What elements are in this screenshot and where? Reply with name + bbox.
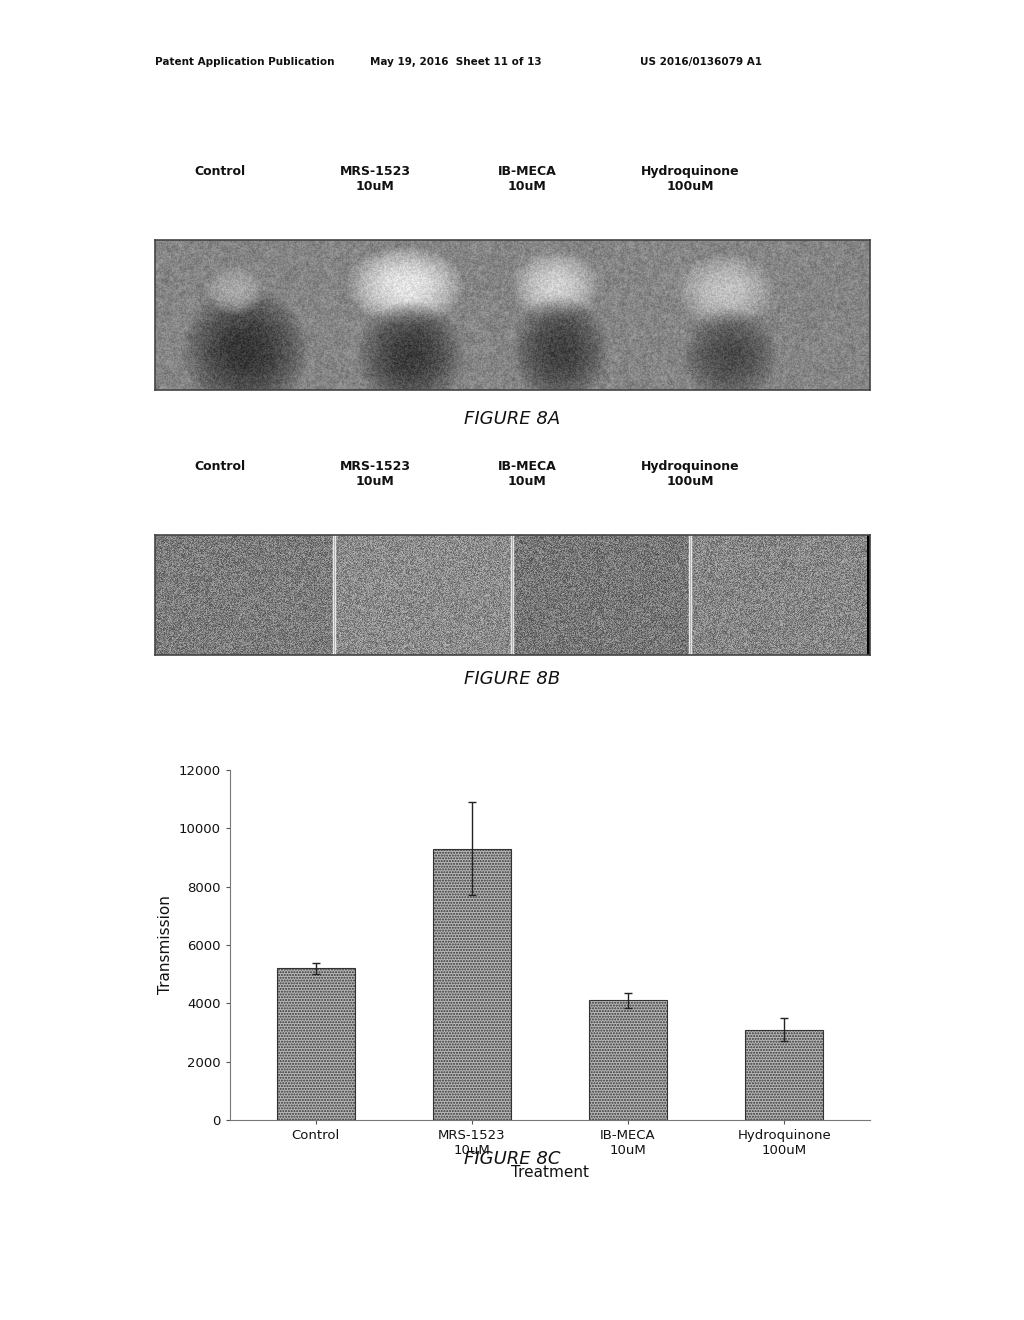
Text: MRS-1523
10uM: MRS-1523 10uM bbox=[340, 165, 411, 193]
Text: Hydroquinone
100uM: Hydroquinone 100uM bbox=[641, 459, 739, 488]
Text: US 2016/0136079 A1: US 2016/0136079 A1 bbox=[640, 57, 762, 67]
Text: FIGURE 8C: FIGURE 8C bbox=[464, 1150, 560, 1168]
X-axis label: Treatment: Treatment bbox=[511, 1166, 589, 1180]
Text: FIGURE 8A: FIGURE 8A bbox=[464, 411, 560, 428]
Text: Patent Application Publication: Patent Application Publication bbox=[155, 57, 335, 67]
Y-axis label: Transmission: Transmission bbox=[159, 895, 173, 994]
Bar bbox=[276, 969, 355, 1119]
Text: Control: Control bbox=[195, 165, 246, 178]
Bar bbox=[589, 1001, 667, 1119]
Text: FIGURE 8B: FIGURE 8B bbox=[464, 671, 560, 688]
Text: MRS-1523
10uM: MRS-1523 10uM bbox=[340, 459, 411, 488]
Text: IB-MECA
10uM: IB-MECA 10uM bbox=[498, 165, 556, 193]
Bar bbox=[433, 849, 511, 1119]
Bar bbox=[745, 1030, 823, 1119]
Text: IB-MECA
10uM: IB-MECA 10uM bbox=[498, 459, 556, 488]
Text: May 19, 2016  Sheet 11 of 13: May 19, 2016 Sheet 11 of 13 bbox=[370, 57, 542, 67]
Text: Control: Control bbox=[195, 459, 246, 473]
Text: Hydroquinone
100uM: Hydroquinone 100uM bbox=[641, 165, 739, 193]
